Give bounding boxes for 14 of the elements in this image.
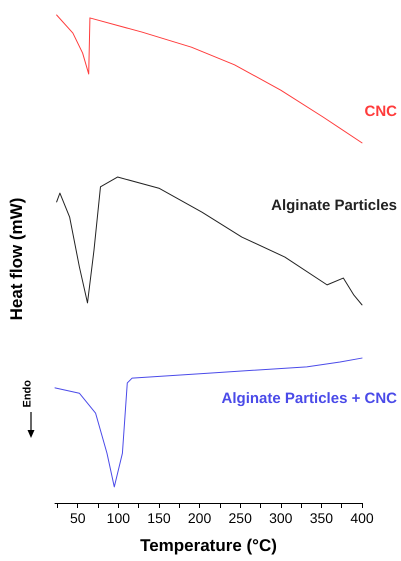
x-tick-label: 350	[310, 510, 334, 526]
series-label: CNC	[364, 103, 398, 120]
x-tick-label: 150	[147, 510, 171, 526]
x-tick-label: 300	[269, 510, 293, 526]
x-axis-title: Temperature (°C)	[140, 536, 277, 555]
x-tick-label: 200	[188, 510, 212, 526]
text: Alginate Particles	[271, 197, 398, 214]
text: Endo	[22, 380, 34, 408]
y-axis-title: Heat flow (mW)	[7, 198, 26, 320]
x-tick-label: 100	[106, 510, 130, 526]
x-tick-label: 250	[228, 510, 252, 526]
x-tick-label: 50	[70, 510, 86, 526]
series-label: Alginate Particles + CNC	[222, 390, 398, 407]
x-tick-label: 400	[350, 510, 374, 526]
